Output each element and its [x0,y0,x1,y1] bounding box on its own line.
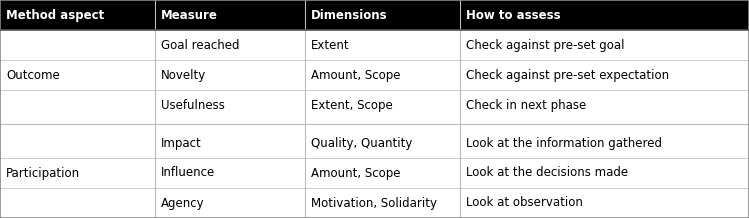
Text: Measure: Measure [161,9,218,22]
Text: Extent: Extent [311,39,350,51]
Text: Novelty: Novelty [161,68,206,82]
Text: Amount, Scope: Amount, Scope [311,68,401,82]
Text: Agency: Agency [161,196,204,209]
Text: Influence: Influence [161,167,215,179]
Text: Look at the decisions made: Look at the decisions made [466,167,628,179]
Text: Look at observation: Look at observation [466,196,583,209]
Text: Look at the information gathered: Look at the information gathered [466,136,662,150]
Text: Impact: Impact [161,136,201,150]
Text: Motivation, Solidarity: Motivation, Solidarity [311,196,437,209]
Bar [0,0,749,30]
Text: Usefulness: Usefulness [161,99,225,111]
Text: Check in next phase: Check in next phase [466,99,586,111]
Text: How to assess: How to assess [466,9,560,22]
Text: Participation: Participation [6,167,80,179]
Text: Check against pre-set expectation: Check against pre-set expectation [466,68,669,82]
Text: Method aspect: Method aspect [6,9,104,22]
Text: Outcome: Outcome [6,68,60,82]
Text: Extent, Scope: Extent, Scope [311,99,392,111]
Text: Amount, Scope: Amount, Scope [311,167,401,179]
Text: Goal reached: Goal reached [161,39,240,51]
Text: Quality, Quantity: Quality, Quantity [311,136,413,150]
Text: Check against pre-set goal: Check against pre-set goal [466,39,625,51]
Text: Dimensions: Dimensions [311,9,388,22]
